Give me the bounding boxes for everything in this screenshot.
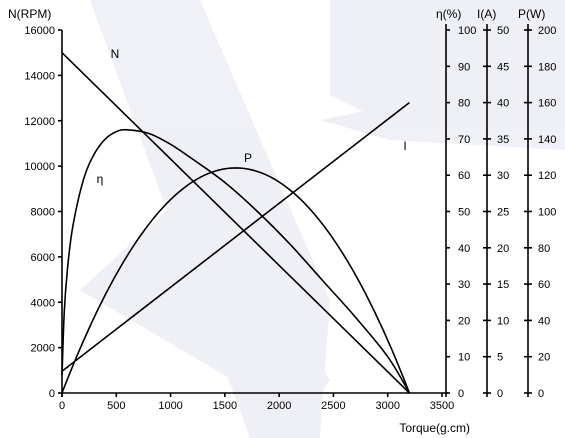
- y-tick-label-eta: 80: [458, 98, 470, 110]
- y-tick-label-I: 20: [497, 243, 509, 255]
- y-tick-label-I: 40: [497, 98, 509, 110]
- series-label-eta: η: [97, 172, 104, 186]
- y-tick-label-eta: 20: [458, 315, 470, 327]
- y-tick-label-P: 20: [538, 352, 550, 364]
- y-tick-label-I: 45: [497, 61, 509, 73]
- series-label-P: P: [244, 151, 252, 165]
- watermark-logo: [80, 0, 565, 438]
- x-tick-label: 500: [107, 400, 125, 412]
- x-axis-title: Torque(g.cm): [399, 421, 470, 435]
- y-tick-label-I: 30: [497, 170, 509, 182]
- y-tick-label-N: 6000: [31, 252, 55, 264]
- y-tick-label-eta: 90: [458, 61, 470, 73]
- y-tick-label-I: 10: [497, 315, 509, 327]
- series-label-N: N: [111, 47, 120, 61]
- y-tick-label-N: 2000: [31, 343, 55, 355]
- y-tick-label-I: 25: [497, 207, 509, 219]
- curve-P: [61, 167, 411, 394]
- y-tick-label-eta: 40: [458, 243, 470, 255]
- y-tick-label-I: 5: [497, 352, 503, 364]
- y-tick-label-P: 180: [538, 61, 556, 73]
- x-tick-label: 3000: [375, 400, 399, 412]
- y-tick-label-P: 160: [538, 98, 556, 110]
- y-tick-label-P: 100: [538, 207, 556, 219]
- y-tick-label-P: 80: [538, 243, 550, 255]
- series-label-I: I: [403, 139, 406, 153]
- y-tick-label-N: 4000: [31, 297, 55, 309]
- y-tick-label-P: 60: [538, 279, 550, 291]
- y-axis-title-P: P(W): [518, 7, 545, 21]
- y-tick-label-eta: 10: [458, 352, 470, 364]
- x-tick-label: 2000: [267, 400, 291, 412]
- curve-eta: [61, 128, 411, 394]
- y-tick-label-I: 50: [497, 25, 509, 37]
- y-tick-label-P: 140: [538, 134, 556, 146]
- y-tick-label-N: 12000: [24, 116, 55, 128]
- curve-N: [61, 52, 410, 394]
- y-tick-label-eta: 0: [458, 388, 464, 400]
- y-tick-label-I: 0: [497, 388, 503, 400]
- y-tick-label-eta: 50: [458, 207, 470, 219]
- x-tick-label: 1500: [213, 400, 237, 412]
- x-tick-label: 1000: [158, 400, 182, 412]
- y-axis-title-eta: η(%): [436, 7, 461, 21]
- y-tick-label-eta: 30: [458, 279, 470, 291]
- y-tick-label-P: 200: [538, 25, 556, 37]
- y-tick-label-N: 10000: [24, 161, 55, 173]
- y-tick-label-I: 15: [497, 279, 509, 291]
- x-tick-label: 2500: [321, 400, 345, 412]
- y-tick-label-N: 8000: [31, 207, 55, 219]
- x-tick-label: 3500: [430, 400, 454, 412]
- y-tick-label-eta: 100: [458, 25, 476, 37]
- y-tick-label-I: 35: [497, 134, 509, 146]
- y-tick-label-N: 0: [49, 388, 55, 400]
- y-tick-label-N: 14000: [24, 70, 55, 82]
- y-tick-label-eta: 70: [458, 134, 470, 146]
- y-tick-label-P: 120: [538, 170, 556, 182]
- y-tick-label-N: 16000: [24, 25, 55, 37]
- y-tick-label-P: 0: [538, 388, 544, 400]
- y-axis-title-N: N(RPM): [8, 7, 51, 21]
- curve-I: [61, 101, 410, 372]
- y-tick-label-eta: 60: [458, 170, 470, 182]
- y-axis-title-I: I(A): [477, 7, 496, 21]
- x-tick-label: 0: [59, 400, 65, 412]
- y-tick-label-P: 40: [538, 315, 550, 327]
